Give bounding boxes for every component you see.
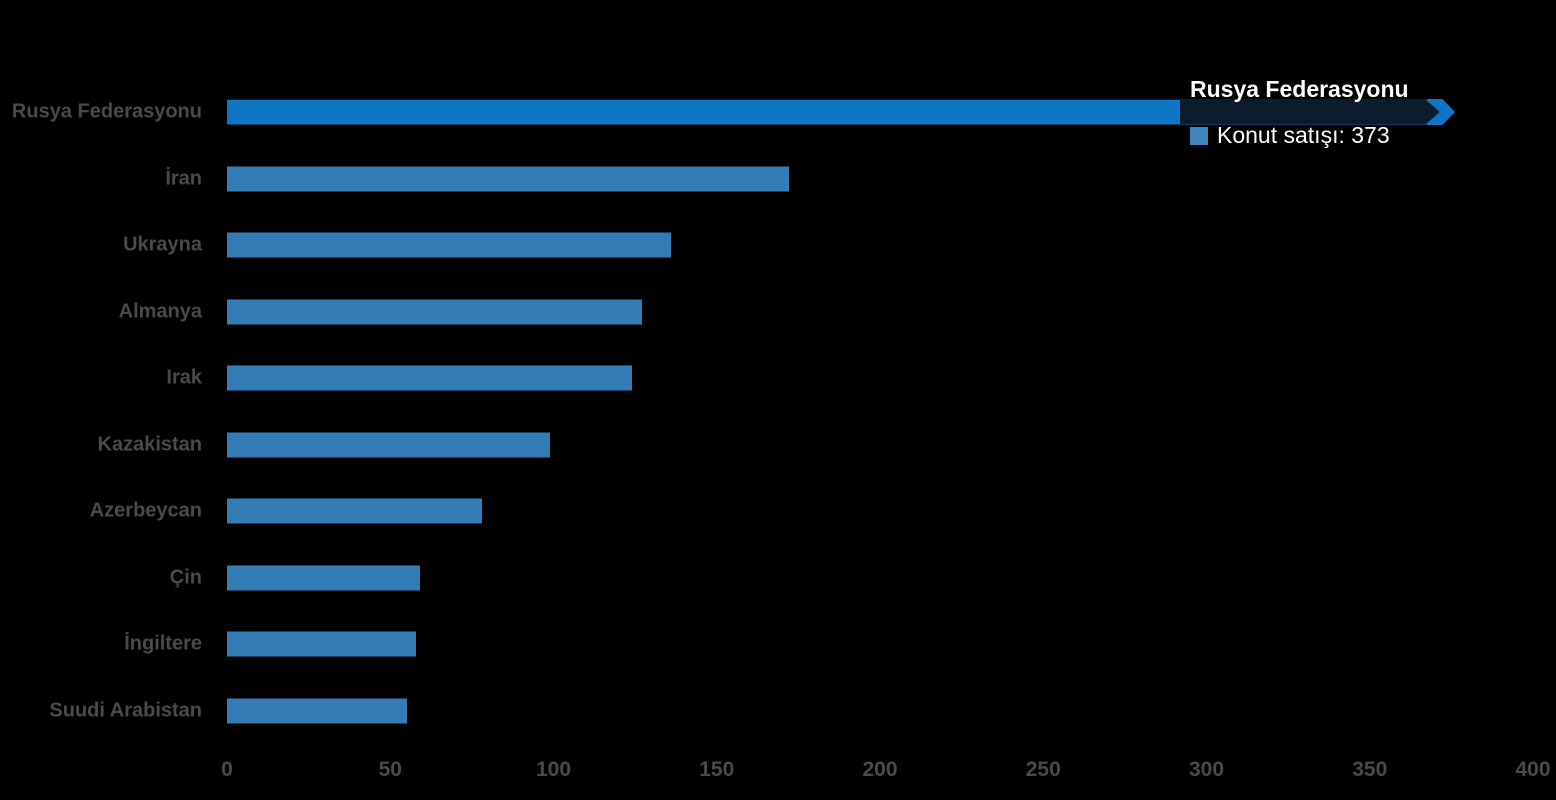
bar-row: Ukrayna bbox=[0, 212, 1556, 279]
bar-row: Kazakistan bbox=[0, 412, 1556, 479]
category-label: İngiltere bbox=[124, 632, 202, 655]
category-label: Ukrayna bbox=[123, 233, 202, 256]
bar-7[interactable] bbox=[227, 498, 482, 524]
x-axis-tick-label: 150 bbox=[699, 758, 735, 781]
x-axis-tick-label: 250 bbox=[1025, 758, 1061, 781]
x-axis-tick-label: 50 bbox=[378, 758, 402, 781]
bar-row: İran bbox=[0, 146, 1556, 213]
bar-row: Almanya bbox=[0, 279, 1556, 346]
bar-row: Irak bbox=[0, 345, 1556, 412]
bar-4[interactable] bbox=[227, 299, 642, 325]
category-label: Almanya bbox=[118, 300, 202, 323]
category-label: İran bbox=[165, 167, 202, 190]
bar-5[interactable] bbox=[227, 365, 632, 391]
bar-row: Çin bbox=[0, 545, 1556, 612]
x-axis-tick-label: 100 bbox=[535, 758, 572, 781]
category-label: Çin bbox=[169, 566, 202, 589]
bar-8[interactable] bbox=[227, 565, 420, 591]
bar-1[interactable] bbox=[227, 99, 1441, 125]
plot-area: Rusya Federasyonu İran Ukrayna Almanya Irak K… bbox=[0, 79, 1556, 744]
category-label: Irak bbox=[166, 366, 202, 389]
category-label: Kazakistan bbox=[97, 433, 203, 456]
bar-row: İngiltere bbox=[0, 611, 1556, 678]
bar-6[interactable] bbox=[227, 432, 551, 458]
category-label: Suudi Arabistan bbox=[49, 699, 202, 722]
bar-row: Azerbeycan bbox=[0, 478, 1556, 545]
x-axis-tick-label: 300 bbox=[1188, 758, 1225, 781]
x-axis: 0 50 100 150 200 250 300 350 400 bbox=[0, 758, 1556, 792]
bar-row: Rusya Federasyonu bbox=[0, 79, 1556, 146]
x-axis-tick-label: 200 bbox=[862, 758, 898, 781]
x-axis-tick-label: 350 bbox=[1352, 758, 1388, 781]
bar-row: Suudi Arabistan bbox=[0, 678, 1556, 745]
bar-9[interactable] bbox=[227, 631, 417, 657]
bar-2[interactable] bbox=[227, 166, 789, 192]
x-axis-tick-label: 0 bbox=[221, 758, 233, 781]
bar-10[interactable] bbox=[227, 698, 407, 724]
category-label: Azerbeycan bbox=[89, 499, 202, 522]
bar-3[interactable] bbox=[227, 232, 672, 258]
category-label: Rusya Federasyonu bbox=[11, 100, 202, 123]
x-axis-tick-label: 400 bbox=[1515, 758, 1551, 781]
